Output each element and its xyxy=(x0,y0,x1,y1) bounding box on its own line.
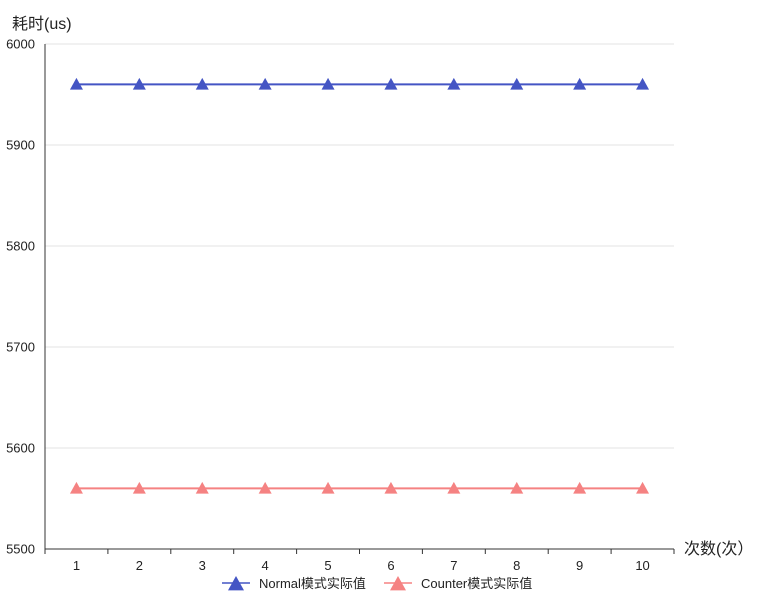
legend-item: Normal模式实际值 xyxy=(222,576,366,591)
data-point-marker xyxy=(384,481,398,494)
data-point-marker xyxy=(447,481,461,494)
x-tick-label: 3 xyxy=(199,558,206,573)
series-1 xyxy=(69,77,650,90)
y-tick-label: 6000 xyxy=(6,37,35,52)
x-axis-title: 次数(次） xyxy=(684,540,753,558)
axes xyxy=(44,44,674,550)
data-point-marker xyxy=(636,77,650,90)
data-point-marker xyxy=(69,481,83,494)
legend-label: Normal模式实际值 xyxy=(259,576,366,591)
data-point-marker xyxy=(69,77,83,90)
data-point-marker xyxy=(132,77,146,90)
data-point-marker xyxy=(258,77,272,90)
x-tick-label: 6 xyxy=(387,558,394,573)
data-point-marker xyxy=(510,77,524,90)
x-tick-label: 2 xyxy=(136,558,143,573)
series-group xyxy=(69,77,650,494)
legend-item: Counter模式实际值 xyxy=(384,576,532,591)
legend: Normal模式实际值 Counter模式实际值 xyxy=(222,576,532,591)
data-point-marker xyxy=(132,481,146,494)
x-tick-label: 4 xyxy=(262,558,269,573)
legend-marker xyxy=(228,576,244,591)
legend-marker xyxy=(390,576,406,591)
data-point-marker xyxy=(636,481,650,494)
y-axis-title: 耗时(us) xyxy=(12,15,72,33)
grid-lines xyxy=(45,43,674,449)
y-tick-labels: 5500 5600 5700 5800 5900 6000 xyxy=(6,37,35,557)
y-tick-label: 5900 xyxy=(6,138,35,153)
y-tick-label: 5600 xyxy=(6,441,35,456)
data-point-marker xyxy=(573,77,587,90)
y-tick-label: 5500 xyxy=(6,542,35,557)
x-tick-label: 5 xyxy=(324,558,331,573)
data-point-marker xyxy=(573,481,587,494)
x-tick-label: 9 xyxy=(576,558,583,573)
legend-label: Counter模式实际值 xyxy=(421,576,532,591)
data-point-marker xyxy=(258,481,272,494)
x-tick-label: 1 xyxy=(73,558,80,573)
x-tick-label: 8 xyxy=(513,558,520,573)
y-tick-label: 5700 xyxy=(6,340,35,355)
x-tick-label: 7 xyxy=(450,558,457,573)
y-tick-label: 5800 xyxy=(6,239,35,254)
x-tick-label: 10 xyxy=(635,558,649,573)
data-point-marker xyxy=(384,77,398,90)
data-point-marker xyxy=(195,77,209,90)
data-point-marker xyxy=(321,481,335,494)
series-2 xyxy=(69,481,650,494)
data-point-marker xyxy=(510,481,524,494)
data-point-marker xyxy=(321,77,335,90)
data-point-marker xyxy=(195,481,209,494)
data-point-marker xyxy=(447,77,461,90)
x-tick-labels: 1 2 3 4 5 6 7 8 9 10 xyxy=(44,549,675,573)
